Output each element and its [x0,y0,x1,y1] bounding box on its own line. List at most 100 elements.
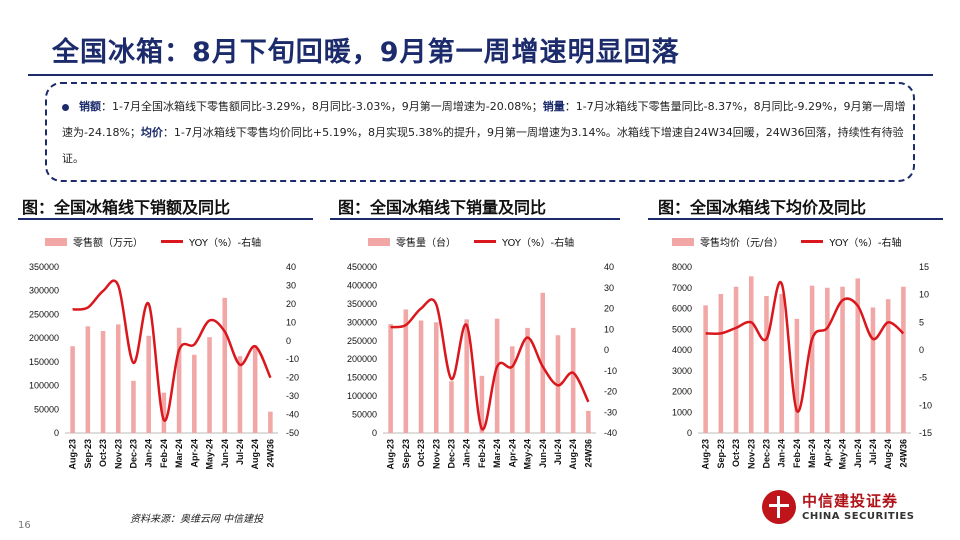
x-tick-label: Dec-23 [446,439,456,469]
y-left-tick-label: 100000 [347,391,377,401]
x-tick-label: Sep-23 [83,439,93,469]
bar [131,380,136,433]
bar [809,285,815,433]
bar [161,392,167,433]
logo-icon [762,490,796,524]
legend-bar-label: 零售均价（元/台） [700,238,784,249]
bar [748,276,754,433]
bar [885,299,891,433]
bar [825,287,830,433]
chart-legend-price: 零售均价（元/台） YOY（%）-右轴 [672,234,901,249]
y-left-tick-label: 250000 [29,309,59,319]
legend-bar-swatch [45,237,67,246]
y-right-tick-label: 0 [919,345,924,355]
x-tick-label: Mar-24 [807,439,817,468]
x-tick-label: Sep-23 [401,439,411,469]
chart-title-rule [648,218,943,220]
x-tick-label: Jun-24 [853,439,863,468]
y-left-tick-label: 250000 [347,336,377,346]
yoy-line [705,280,905,413]
bar [901,286,906,433]
y-right-tick-label: -20 [604,387,617,397]
x-tick-label: Nov-23 [746,439,756,469]
y-right-tick-label: -10 [604,366,617,376]
x-tick-label: Sep-23 [716,439,726,469]
y-right-tick-label: 15 [919,262,929,272]
bar [146,335,151,433]
y-right-tick-label: 20 [604,304,614,314]
title-divider [28,74,933,76]
summary-price-label: 均价 [140,126,163,139]
x-tick-label: Jul-24 [553,439,563,465]
bar [464,319,469,433]
bar [570,327,576,433]
bar [494,318,500,433]
y-right-tick-label: 10 [919,290,929,300]
y-right-tick-label: -15 [919,428,932,438]
yoy-line [72,279,272,422]
y-left-tick-label: 200000 [29,333,59,343]
y-right-tick-label: -10 [286,354,299,364]
company-logo: 中信建投证券 CHINA SECURITIES [762,490,922,530]
y-left-tick-label: 2000 [672,387,692,397]
y-left-tick-label: 4000 [672,345,692,355]
y-right-tick-label: -40 [604,428,617,438]
x-tick-label: May-24 [523,439,533,470]
page-number: 16 [18,520,31,531]
x-tick-label: 24W36 [898,439,908,468]
summary-volume-label: 销量 [542,100,565,113]
bar [840,286,845,433]
x-tick-label: Feb-24 [792,439,802,468]
x-tick-label: Feb-24 [477,439,487,468]
legend-line-swatch [161,240,183,243]
y-left-tick-label: 3000 [672,366,692,376]
y-right-tick-label: -5 [919,373,927,383]
x-tick-label: Jul-24 [235,439,245,465]
y-left-tick-label: 100000 [29,381,59,391]
bar [779,293,784,433]
chart-title-rule [330,218,620,220]
x-tick-label: Aug-24 [568,439,578,470]
bar [403,309,409,433]
bar [449,381,454,433]
x-tick-label: May-24 [205,439,215,470]
yoy-line [390,298,590,431]
bar [100,331,106,433]
x-tick-label: Feb-24 [159,439,169,468]
x-tick-label: Mar-24 [492,439,502,468]
x-tick-label: Oct-23 [98,439,108,467]
bar [418,320,424,433]
x-tick-label: 24W36 [583,439,593,468]
bar [870,307,876,433]
x-tick-label: Oct-23 [731,439,741,467]
y-left-tick-label: 450000 [347,262,377,272]
legend-line-label: YOY（%）-右轴 [829,238,902,249]
y-left-tick-label: 8000 [672,262,692,272]
chart-sales: 0 50000 100000 150000 200000 250000 300000 3500… [29,262,299,470]
bar [479,375,485,433]
y-right-tick-label: -10 [919,400,932,410]
chart-legend-sales: 零售额（万元） YOY（%）-右轴 [45,234,261,249]
x-tick-label: Mar-24 [174,439,184,468]
bar [510,346,515,433]
y-left-tick-label: 350000 [29,262,59,272]
logo-text-cn: 中信建投证券 [802,492,899,510]
y-left-tick-label: 50000 [352,410,377,420]
chart-price: 0 1000 2000 3000 4000 5000 6000 7000 8000 -15 -10 -… [672,262,932,470]
summary-volume-text: ：1-7月冰箱线下零售量同比-8.37%，8月同比-9.29%，9月第一周增速为… [62,100,906,139]
y-right-tick-label: 10 [286,317,296,327]
y-left-tick-label: 1000 [672,407,692,417]
source-note: 资料来源：奥维云网 中信建投 [130,514,264,525]
x-tick-label: Aug-24 [250,439,260,470]
y-left-tick-label: 50000 [34,404,59,414]
bar [252,345,258,433]
chart-title-rule [18,218,313,220]
x-tick-label: Aug-23 [701,439,711,470]
x-tick-label: Jun-24 [220,439,230,468]
legend-bar-label: 零售额（万元） [73,238,143,249]
x-tick-label: Aug-23 [68,439,78,470]
y-right-tick-label: 30 [604,283,614,293]
y-right-tick-label: -30 [604,407,617,417]
bar [237,356,243,433]
y-right-tick-label: 30 [286,280,296,290]
